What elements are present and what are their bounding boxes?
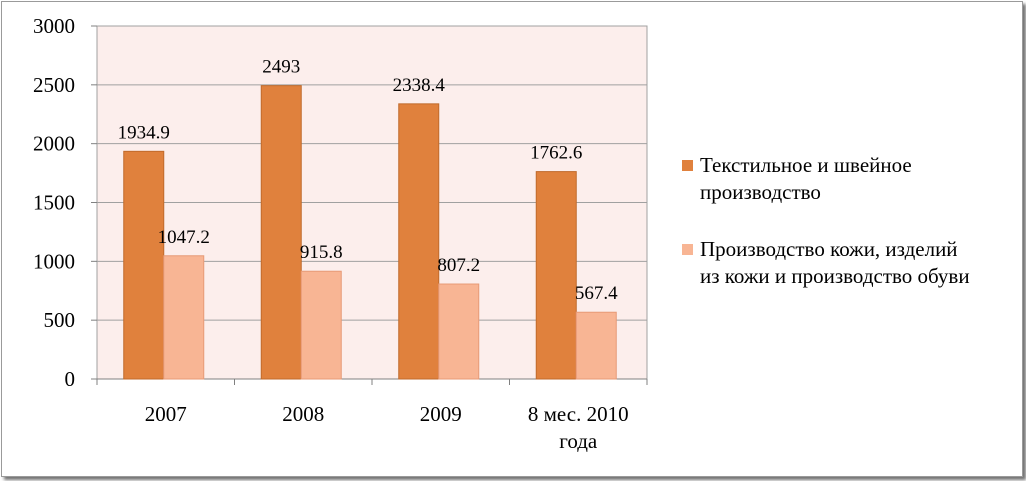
data-label: 915.8 <box>300 242 343 263</box>
x-tick-label: года <box>559 429 598 453</box>
data-label: 807.2 <box>437 255 480 276</box>
legend-item-textile: Текстильное и швейное производство <box>682 152 982 206</box>
bar-series2 <box>163 255 205 380</box>
bar-series1 <box>123 150 165 380</box>
bar-series2 <box>438 283 480 380</box>
data-label: 567.4 <box>575 283 618 304</box>
x-tick-label: 2008 <box>282 402 324 426</box>
y-tick-label: 1500 <box>33 191 75 215</box>
data-label: 1762.6 <box>530 143 582 164</box>
bar-series1 <box>260 85 302 380</box>
x-tick-label: 2009 <box>420 402 462 426</box>
data-label: 2338.4 <box>393 75 446 96</box>
bar-series2 <box>575 311 617 380</box>
y-tick-label: 500 <box>44 308 76 332</box>
bar-series1 <box>398 103 440 380</box>
legend-item-leather: Производство кожи, изделий из кожи и про… <box>682 236 982 290</box>
x-tick-label: 2007 <box>145 402 187 426</box>
y-tick-label: 0 <box>65 367 76 391</box>
legend-swatch-leather <box>682 244 693 255</box>
y-tick-label: 3000 <box>33 14 75 38</box>
bar-series2 <box>300 270 342 380</box>
legend: Текстильное и швейное производство Произ… <box>682 152 982 320</box>
y-tick-label: 2500 <box>33 73 75 97</box>
bar-series1 <box>535 171 577 380</box>
data-label: 1047.2 <box>158 227 210 248</box>
data-label: 1934.9 <box>118 122 170 143</box>
y-tick-label: 2000 <box>33 132 75 156</box>
legend-label-textile: Текстильное и швейное производство <box>700 153 912 204</box>
legend-label-leather: Производство кожи, изделий из кожи и про… <box>700 237 970 288</box>
bar-chart: 0 500 1000 1500 2000 2500 3000 1934.9 2493 2338.4… <box>33 14 648 453</box>
data-label: 2493 <box>262 57 300 78</box>
legend-swatch-textile <box>682 160 693 171</box>
y-tick-label: 1000 <box>33 249 75 273</box>
x-tick-label: 8 мес. 2010 <box>528 402 629 426</box>
